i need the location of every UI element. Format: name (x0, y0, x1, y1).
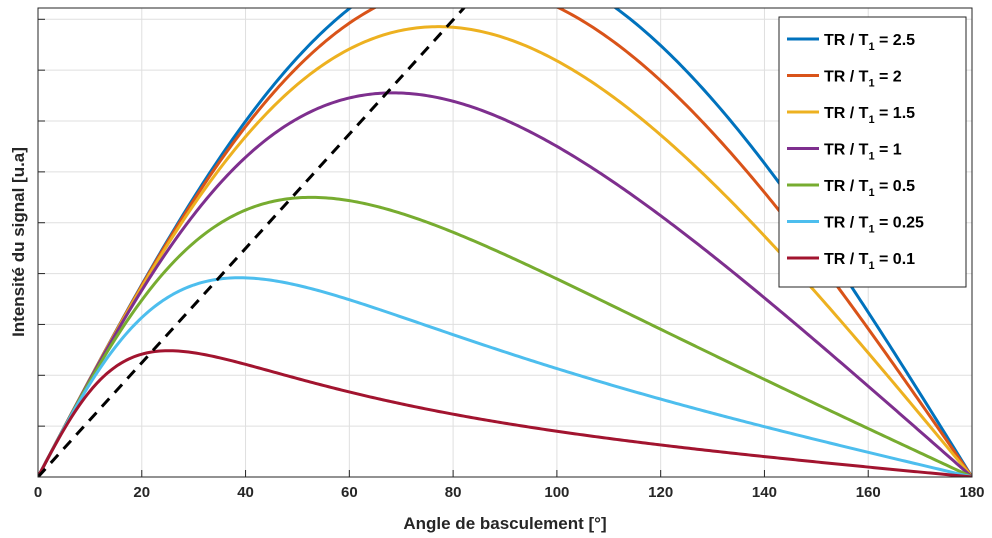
legend-label: TR / T1 = 0.5 (824, 178, 915, 199)
legend-box (778, 16, 967, 288)
legend-label: TR / T1 = 1 (824, 142, 902, 163)
x-tick-label: 80 (445, 484, 462, 501)
x-tick-label: 180 (959, 484, 984, 501)
plot-frame (37, 7, 973, 478)
legend-label: TR / T1 = 0.1 (824, 251, 915, 272)
series-line-7 (38, 349, 972, 477)
x-tick-label: 120 (648, 484, 673, 501)
x-tick-label: 140 (752, 484, 777, 501)
legend: TR / T1 = 2.5 TR / T1 = 2 TR / T1 = 1.5 TR … (778, 16, 967, 288)
series-line-6 (38, 276, 972, 477)
x-tick-label: 20 (133, 484, 150, 501)
legend-label: TR / T1 = 2.5 (824, 32, 915, 53)
x-tick-label: 160 (856, 484, 881, 501)
x-tick-label: 40 (237, 484, 254, 501)
x-tick-label: 60 (341, 484, 358, 501)
dashed-annotation-line (38, 8, 466, 477)
axis-ticks: 0 20 40 60 80 100 120 140 160 180 (34, 18, 985, 501)
series-line-5 (38, 195, 972, 477)
y-axis-label: Intensité du signal [u.a] (9, 147, 28, 337)
legend-label: TR / T1 = 1.5 (824, 105, 915, 126)
x-tick-label: 100 (544, 484, 569, 501)
series-line-4 (38, 91, 972, 477)
x-axis-label: Angle de basculement [°] (403, 514, 606, 533)
legend-label: TR / T1 = 2 (824, 69, 902, 90)
x-tick-label: 0 (34, 484, 42, 501)
series-line-3 (38, 25, 972, 477)
legend-label: TR / T1 = 0.25 (824, 215, 924, 236)
